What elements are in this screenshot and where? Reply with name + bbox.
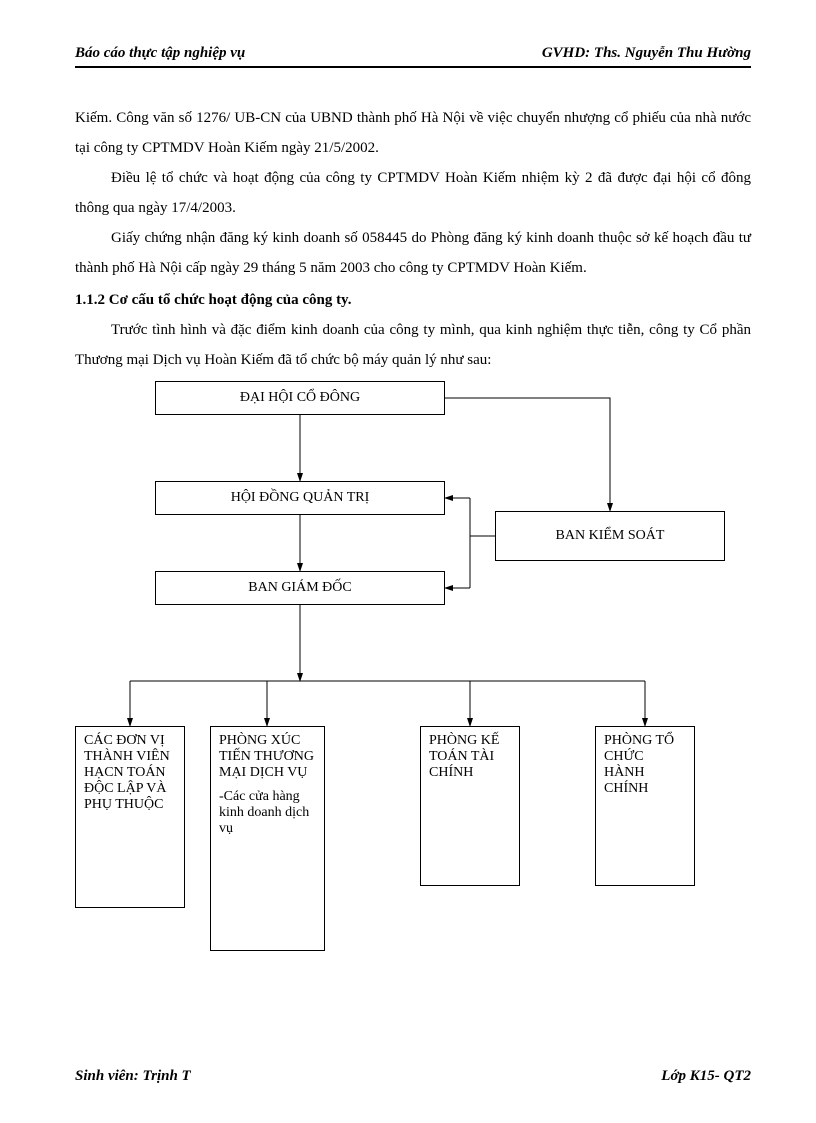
node-label: HỘI ĐỒNG QUẢN TRỊ <box>164 490 436 506</box>
node-label: BAN KIỂM SOÁT <box>504 528 716 544</box>
node-hoi-dong-quan-tri: HỘI ĐỒNG QUẢN TRỊ <box>155 481 445 515</box>
node-don-vi-thanh-vien: CÁC ĐƠN VỊ THÀNH VIÊN HẠCN TOÁN ĐỘC LẬP … <box>75 726 185 908</box>
node-phong-to-chuc: PHÒNG TỔ CHỨC HÀNH CHÍNH <box>595 726 695 886</box>
node-label: PHÒNG XÚC TIẾN THƯƠNG MẠI DỊCH VỤ <box>219 733 316 781</box>
header-right: GVHD: Ths. Nguyễn Thu Hường <box>542 45 751 62</box>
org-chart: ĐẠI HỘI CỔ ĐÔNG HỘI ĐỒNG QUẢN TRỊ BAN KI… <box>85 381 765 951</box>
node-label: ĐẠI HỘI CỔ ĐÔNG <box>164 390 436 406</box>
paragraph-4: Trước tình hình và đặc điểm kinh doanh c… <box>75 315 751 375</box>
header-left: Báo cáo thực tập nghiệp vụ <box>75 45 245 62</box>
node-dai-hoi-co-dong: ĐẠI HỘI CỔ ĐÔNG <box>155 381 445 415</box>
section-heading: 1.1.2 Cơ cấu tổ chức hoạt động của công … <box>75 285 751 315</box>
page-footer: Sinh viên: Trịnh T Lớp K15- QT2 <box>75 1068 751 1085</box>
paragraph-3: Giấy chứng nhận đăng ký kinh doanh số 05… <box>75 223 751 283</box>
node-label: PHÒNG KẾ TOÁN TÀI CHÍNH <box>429 733 511 781</box>
page-header: Báo cáo thực tập nghiệp vụ GVHD: Ths. Ng… <box>75 45 751 68</box>
node-sublabel: -Các cửa hàng kinh doanh dịch vụ <box>219 789 316 837</box>
footer-left: Sinh viên: Trịnh T <box>75 1068 191 1085</box>
node-label: BAN GIÁM ĐỐC <box>164 580 436 596</box>
node-label: CÁC ĐƠN VỊ THÀNH VIÊN HẠCN TOÁN ĐỘC LẬP … <box>84 733 176 813</box>
node-phong-ke-toan: PHÒNG KẾ TOÁN TÀI CHÍNH <box>420 726 520 886</box>
node-label: PHÒNG TỔ CHỨC HÀNH CHÍNH <box>604 733 686 797</box>
paragraph-2: Điều lệ tổ chức và hoạt động của công ty… <box>75 163 751 223</box>
node-ban-giam-doc: BAN GIÁM ĐỐC <box>155 571 445 605</box>
body-text: Kiếm. Công văn số 1276/ UB-CN của UBND t… <box>75 103 751 375</box>
footer-right: Lớp K15- QT2 <box>661 1068 751 1085</box>
paragraph-1: Kiếm. Công văn số 1276/ UB-CN của UBND t… <box>75 103 751 163</box>
node-ban-kiem-soat: BAN KIỂM SOÁT <box>495 511 725 561</box>
node-phong-xuc-tien: PHÒNG XÚC TIẾN THƯƠNG MẠI DỊCH VỤ -Các c… <box>210 726 325 951</box>
